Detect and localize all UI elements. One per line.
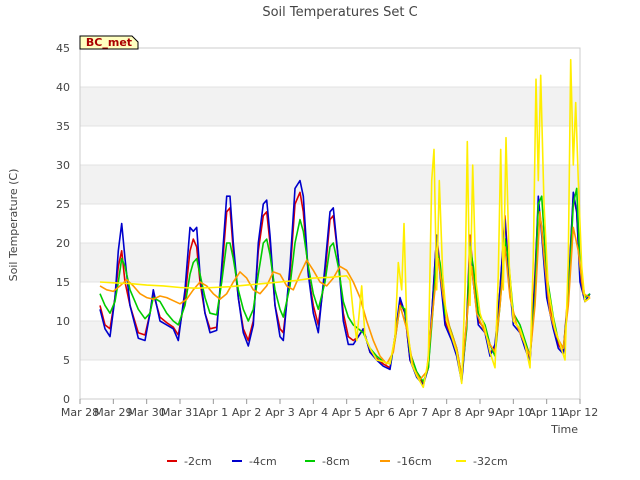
grid-band <box>80 321 580 360</box>
x-tick-label: Apr 5 <box>332 406 362 419</box>
y-tick-label: 25 <box>56 198 70 211</box>
x-tick-label: Mar 29 <box>94 406 132 419</box>
x-tick-label: Mar 31 <box>161 406 199 419</box>
x-tick-label: Apr 8 <box>432 406 462 419</box>
x-tick-label: Apr 9 <box>465 406 495 419</box>
legend-label: -2cm <box>184 455 212 468</box>
x-tick-label: Apr 6 <box>365 406 395 419</box>
x-tick-label: Apr 7 <box>399 406 429 419</box>
y-tick-label: 0 <box>63 393 70 406</box>
legend-item: -4cm <box>232 455 277 468</box>
x-axis-label: Time <box>550 423 578 436</box>
y-tick-label: 20 <box>56 237 70 250</box>
y-tick-label: 40 <box>56 81 70 94</box>
station-label-box: BC_met <box>79 35 139 50</box>
x-tick-label: Mar 30 <box>128 406 166 419</box>
station-label-shape <box>79 35 139 50</box>
x-tick-label: Apr 4 <box>299 406 329 419</box>
legend-item: -2cm <box>167 455 212 468</box>
y-tick-label: 15 <box>56 276 70 289</box>
x-tick-label: Apr 3 <box>265 406 295 419</box>
series-lines <box>99 58 591 389</box>
y-tick-label: 45 <box>56 42 70 55</box>
legend-item: -32cm <box>456 455 508 468</box>
legend-label: -4cm <box>249 455 277 468</box>
legend-label: -16cm <box>397 455 432 468</box>
x-tick-label: Apr 12 <box>562 406 599 419</box>
x-tick-label: Apr 11 <box>528 406 565 419</box>
legend-label: -32cm <box>473 455 508 468</box>
legend-item: -16cm <box>380 455 432 468</box>
legend: -2cm -4cm -8cm -16cm -32cm <box>167 455 508 468</box>
x-tick-label: Mar 28 <box>61 406 99 419</box>
series-line-32cm <box>99 58 591 389</box>
legend-label: -8cm <box>322 455 350 468</box>
x-tick-label: Apr 10 <box>495 406 532 419</box>
grid-band <box>80 87 580 126</box>
station-label: BC_met <box>86 36 132 49</box>
grid-band <box>80 165 580 204</box>
x-tick-label: Apr 2 <box>232 406 262 419</box>
chart-title: Soil Temperatures Set C <box>262 5 417 20</box>
y-tick-label: 5 <box>63 354 70 367</box>
y-tick-label: 30 <box>56 159 70 172</box>
y-tick-label: 35 <box>56 120 70 133</box>
legend-item: -8cm <box>305 455 350 468</box>
y-axis-ticks: 0 5 10 15 20 25 30 35 40 45 <box>56 42 70 406</box>
y-axis-label: Soil Temperature (C) <box>7 169 20 282</box>
y-tick-label: 10 <box>56 315 70 328</box>
x-tick-label: Apr 1 <box>199 406 229 419</box>
